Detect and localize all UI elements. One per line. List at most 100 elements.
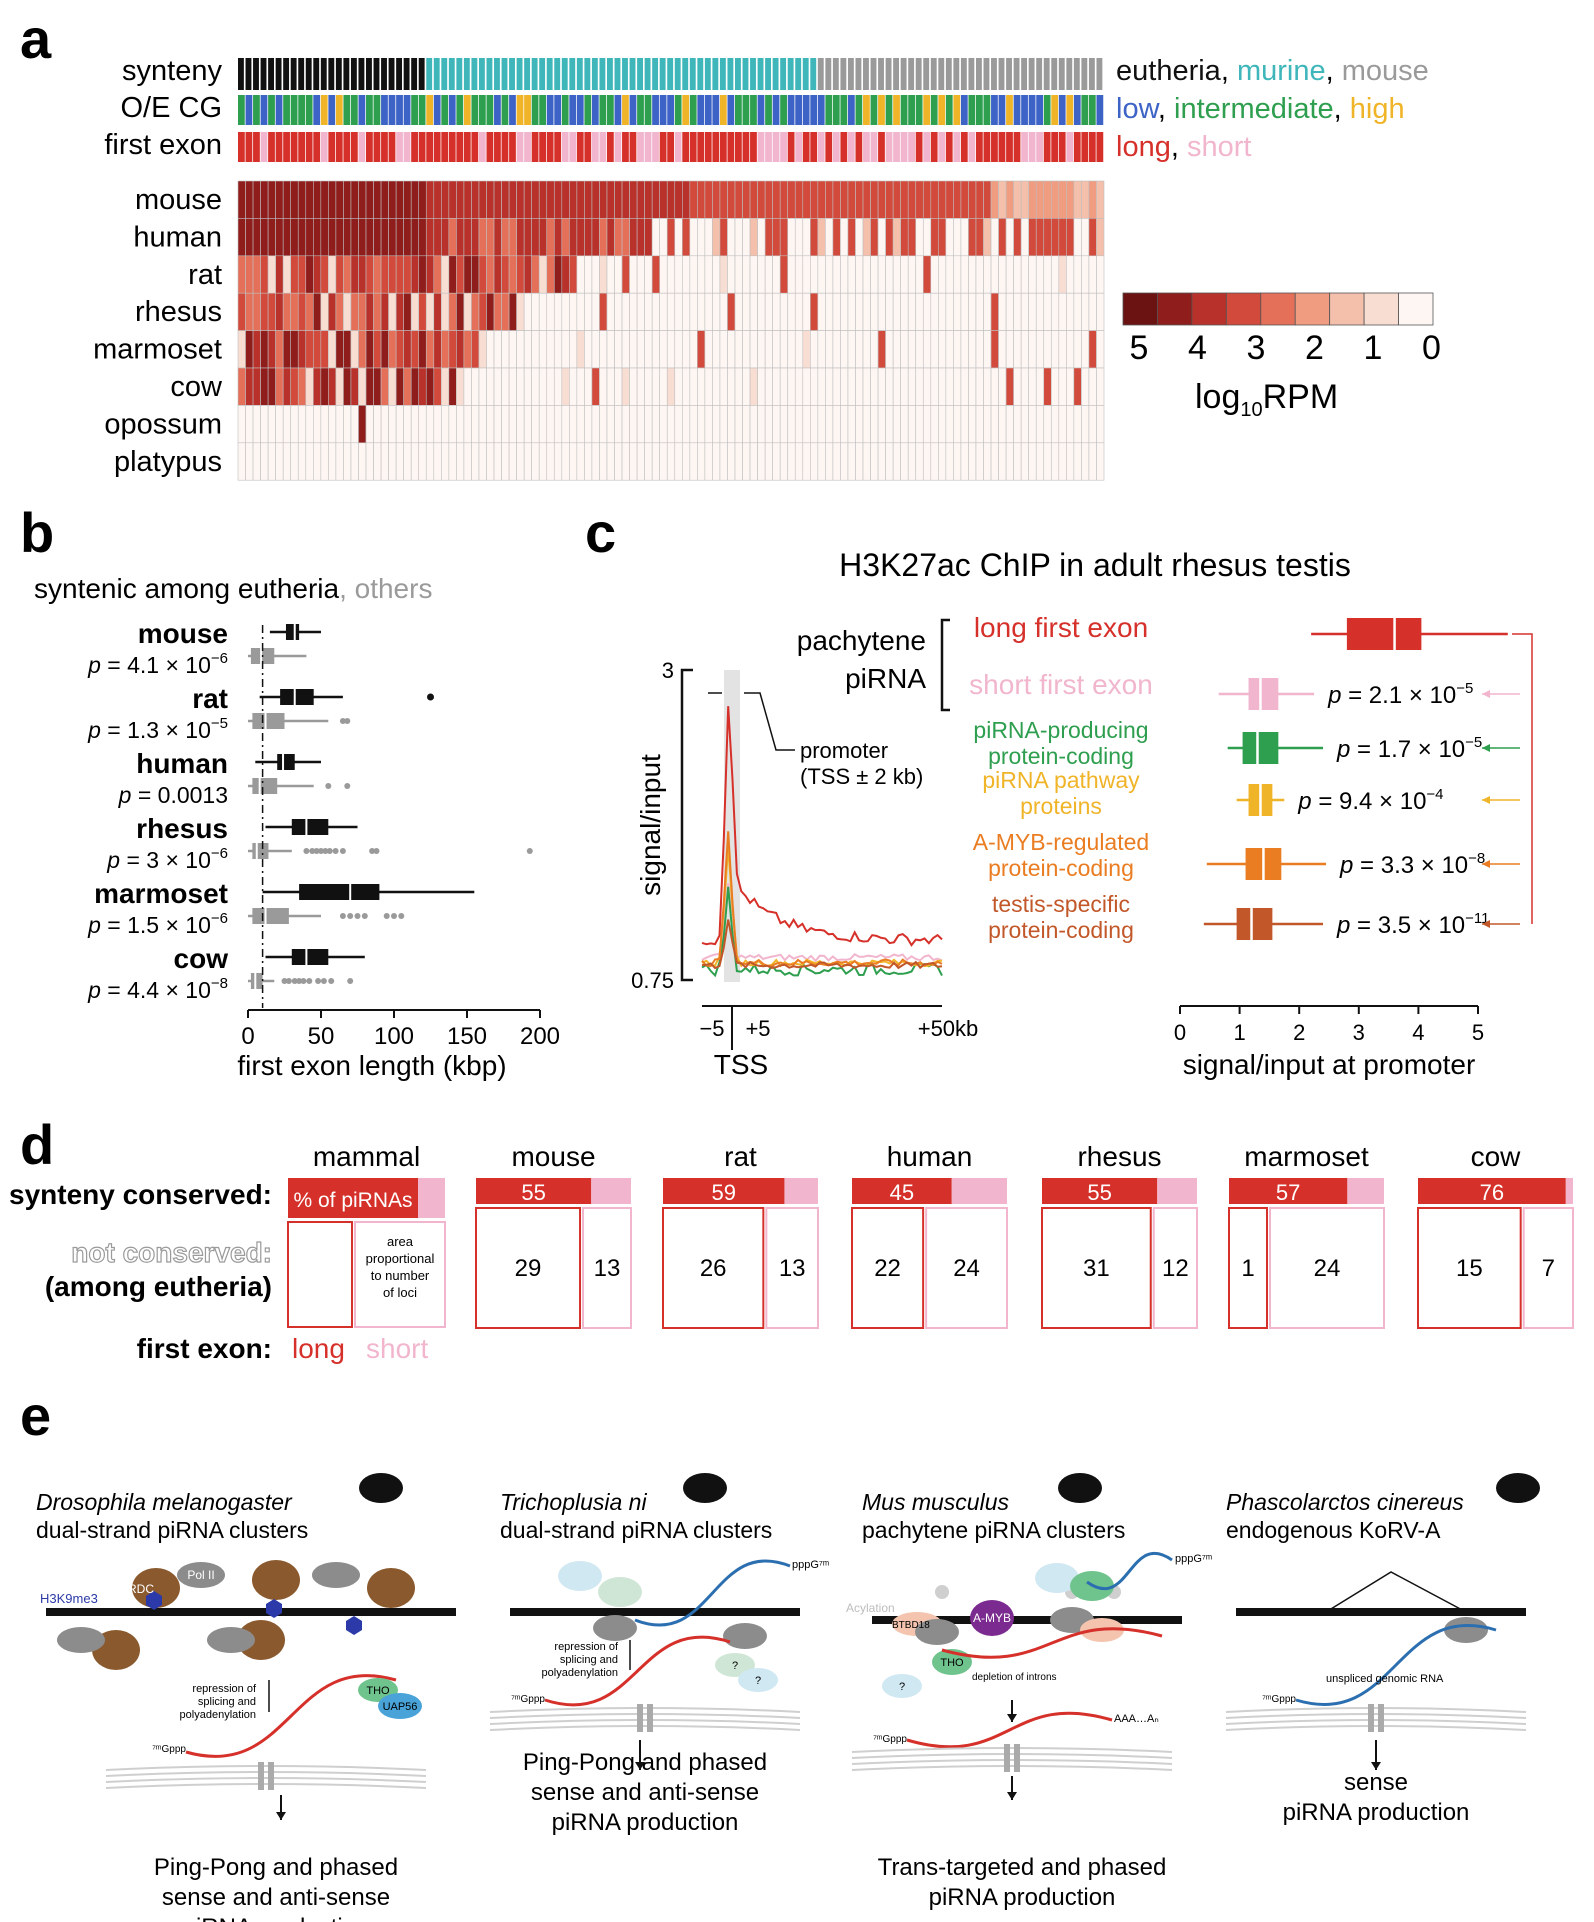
exon-cell bbox=[426, 132, 434, 162]
rdc-label: RDC bbox=[128, 1582, 154, 1596]
cg-cell bbox=[765, 95, 772, 125]
heat-cell bbox=[463, 292, 472, 331]
synteny-cell bbox=[953, 58, 960, 90]
heat-cell bbox=[614, 292, 623, 331]
synteny-cell bbox=[1073, 58, 1080, 90]
box bbox=[299, 884, 380, 900]
synteny-cell bbox=[1088, 58, 1095, 90]
heat-cell bbox=[441, 405, 450, 444]
heat-cell bbox=[1013, 218, 1022, 257]
pct-bar bbox=[288, 1178, 418, 1218]
cg-cell bbox=[960, 95, 968, 125]
heat-cell bbox=[614, 255, 623, 294]
cg-cell bbox=[494, 95, 501, 125]
heat-cell bbox=[1088, 367, 1097, 406]
heat-cell bbox=[817, 255, 826, 294]
heat-cell bbox=[847, 292, 856, 331]
heat-cell bbox=[501, 330, 510, 369]
x-axis: 0 50 100 150 200 bbox=[241, 625, 560, 1050]
heat-cell bbox=[666, 367, 676, 406]
synteny-cell bbox=[245, 58, 252, 90]
heat-cell bbox=[659, 405, 668, 444]
exon-cell bbox=[802, 132, 810, 162]
heat-cell bbox=[1073, 405, 1082, 444]
cg-cell bbox=[1058, 95, 1066, 125]
heat-cell bbox=[538, 442, 548, 481]
heat-cell bbox=[794, 218, 804, 257]
heat-cell bbox=[847, 255, 856, 294]
subtitle-syntenic: syntenic among eutheria bbox=[34, 573, 340, 604]
heat-cell bbox=[1035, 442, 1045, 481]
short-area bbox=[1152, 1207, 1198, 1329]
exon-cell bbox=[591, 132, 599, 162]
synteny-cell bbox=[840, 58, 847, 90]
heat-cell bbox=[365, 218, 374, 257]
heat-cell bbox=[275, 255, 284, 294]
heat-cell bbox=[930, 330, 939, 369]
cg-cell bbox=[471, 95, 479, 125]
cg-cell bbox=[1096, 95, 1104, 125]
heat-cell bbox=[275, 292, 284, 331]
heat-cell bbox=[757, 218, 766, 257]
heat-cell bbox=[855, 367, 864, 406]
rna-strand bbox=[906, 1711, 1113, 1749]
amyb-label: A-MYB bbox=[973, 1611, 1011, 1625]
cg-cell bbox=[328, 95, 336, 125]
cg-cell bbox=[712, 95, 720, 125]
colorbar-label-log: log bbox=[1195, 378, 1240, 416]
heat-cell bbox=[990, 180, 999, 219]
synteny-cell bbox=[275, 58, 282, 90]
heat-cell bbox=[1081, 330, 1090, 369]
exon-cell bbox=[1081, 132, 1089, 162]
exon-cell bbox=[712, 132, 720, 162]
synteny-cell bbox=[1051, 58, 1058, 90]
heat-cell bbox=[757, 180, 766, 219]
box bbox=[285, 624, 300, 640]
exon-cell bbox=[456, 132, 464, 162]
outlier bbox=[344, 718, 351, 724]
heat-cell bbox=[727, 218, 736, 257]
heat-cell bbox=[772, 442, 781, 481]
heat-cell bbox=[448, 292, 457, 331]
heat-cell bbox=[1088, 405, 1097, 444]
cg-cell bbox=[486, 95, 494, 125]
heat-cell bbox=[493, 367, 502, 406]
heat-cell bbox=[1050, 218, 1060, 257]
heat-cell bbox=[516, 180, 525, 219]
cg-cell bbox=[908, 95, 915, 125]
heat-cell bbox=[328, 292, 337, 331]
model-description: dual-strand piRNA clusters bbox=[500, 1517, 772, 1543]
heat-cell bbox=[553, 405, 563, 444]
heat-cell bbox=[651, 405, 661, 444]
heat-cell bbox=[614, 180, 623, 219]
heat-cell bbox=[697, 292, 706, 331]
heat-cell bbox=[1028, 255, 1037, 294]
p-italic: p bbox=[87, 717, 101, 743]
exon-cell bbox=[674, 132, 682, 162]
exon-cell bbox=[810, 132, 818, 162]
cg-cell bbox=[373, 95, 381, 125]
heat-cell bbox=[666, 330, 676, 369]
heat-cell bbox=[938, 405, 947, 444]
heat-cell bbox=[441, 218, 450, 257]
heat-cell bbox=[599, 255, 608, 294]
membrane bbox=[489, 1725, 801, 1731]
heat-cell bbox=[320, 292, 329, 331]
heat-cell bbox=[350, 442, 359, 481]
short-count: 13 bbox=[594, 1255, 621, 1282]
heat-cell bbox=[538, 255, 548, 294]
panel-e-letter: e bbox=[20, 1384, 51, 1447]
heat-cell bbox=[614, 405, 623, 444]
x-tick-label: 1 bbox=[1233, 1020, 1245, 1045]
outlier bbox=[313, 848, 320, 854]
heat-cell bbox=[1073, 218, 1082, 257]
heat-cell bbox=[1058, 218, 1067, 257]
p-exp: −6 bbox=[211, 845, 228, 862]
heat-cell bbox=[471, 405, 480, 444]
heat-cell bbox=[644, 292, 653, 331]
box bbox=[1248, 678, 1279, 710]
heat-cell bbox=[674, 367, 683, 406]
heat-cell bbox=[591, 405, 600, 444]
heat-cell bbox=[998, 405, 1007, 444]
